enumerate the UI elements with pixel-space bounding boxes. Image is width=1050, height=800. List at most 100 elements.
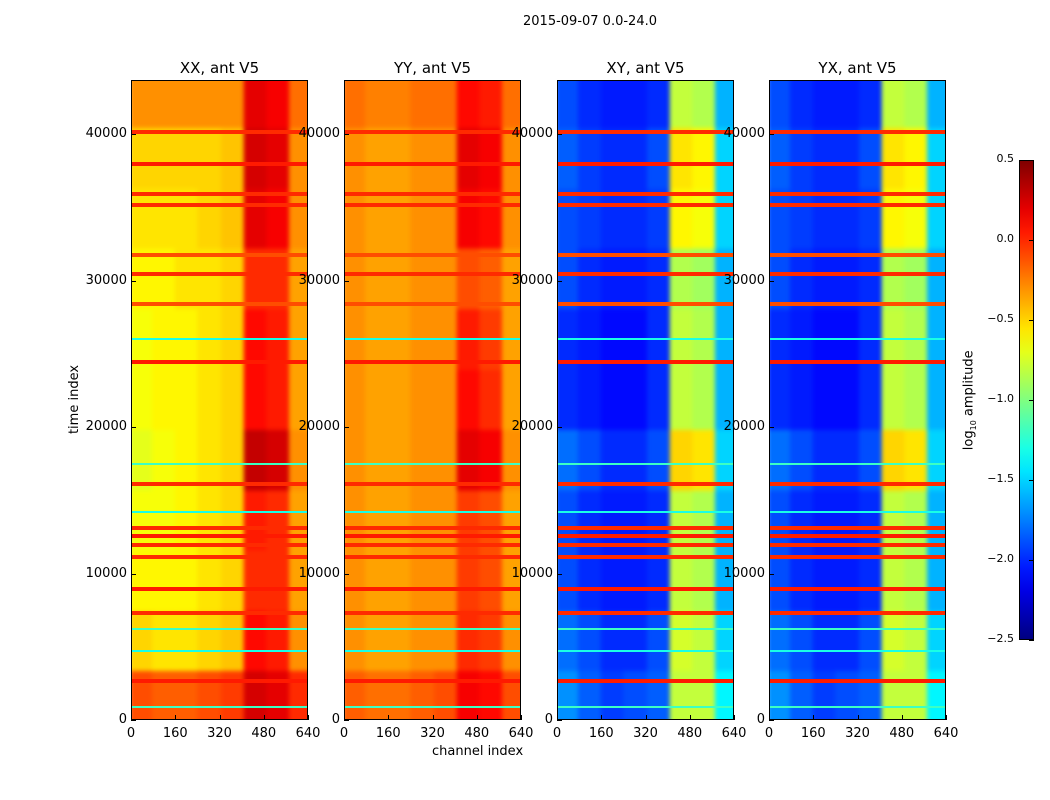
heatmap-cell xyxy=(790,489,814,551)
heatmap-cell xyxy=(669,609,694,672)
rfi-stripe xyxy=(558,650,733,653)
heatmap-cell xyxy=(345,609,367,672)
heatmap-cell xyxy=(456,187,481,249)
rfi-stripe xyxy=(132,543,307,548)
heatmap-cell xyxy=(692,428,716,491)
heatmap-cell xyxy=(812,368,837,430)
heatmap-cell xyxy=(132,609,154,672)
heatmap-cell xyxy=(243,428,268,491)
heatmap-cell xyxy=(646,81,671,129)
x-tick xyxy=(901,715,903,720)
y-tick-label: 10000 xyxy=(511,565,553,581)
heatmap-cell xyxy=(479,489,503,551)
heatmap-cell xyxy=(152,489,176,551)
heatmap-cell xyxy=(623,489,648,551)
heatmap-cell xyxy=(501,549,520,611)
heatmap-axes-0 xyxy=(131,80,308,720)
heatmap-cell xyxy=(578,247,602,310)
x-tick xyxy=(601,715,603,720)
heatmap-cell xyxy=(790,187,814,249)
heatmap-cell xyxy=(926,549,945,611)
rfi-stripe xyxy=(132,130,307,135)
x-tick-label: 0 xyxy=(126,726,136,741)
y-tick xyxy=(344,427,349,429)
heatmap-cell xyxy=(692,609,716,672)
heatmap-cell xyxy=(345,428,367,491)
heatmap-cell xyxy=(790,368,814,430)
heatmap-cell xyxy=(266,187,290,249)
rfi-stripe xyxy=(558,360,733,365)
rfi-stripe xyxy=(132,705,307,708)
heatmap-cell xyxy=(926,187,945,249)
heatmap-cell xyxy=(501,127,520,189)
heatmap-cell xyxy=(904,609,928,672)
rfi-stripe xyxy=(770,534,945,539)
heatmap-cell xyxy=(433,127,458,189)
y-tick-label: 0 xyxy=(544,712,553,727)
heatmap-cell xyxy=(858,609,883,672)
heatmap-cell xyxy=(174,489,199,551)
rfi-stripe xyxy=(132,534,307,539)
rfi-stripe xyxy=(132,462,307,465)
heatmap-cell xyxy=(266,549,290,611)
colorbar-tick-label: −0.5 xyxy=(987,312,1014,325)
heatmap-cell xyxy=(770,187,792,249)
heatmap-cell xyxy=(600,81,625,129)
heatmap-cell xyxy=(669,549,694,611)
x-tick xyxy=(432,715,434,720)
heatmap-cell xyxy=(790,428,814,491)
heatmap-cell xyxy=(790,549,814,611)
heatmap-cell xyxy=(669,247,694,310)
heatmap-cell xyxy=(410,489,435,551)
heatmap-cell xyxy=(387,609,412,672)
y-tick-label: 20000 xyxy=(298,419,340,435)
heatmap-cell xyxy=(790,127,814,189)
heatmap-cell xyxy=(623,127,648,189)
x-tick xyxy=(308,715,309,720)
heatmap-cell xyxy=(600,609,625,672)
heatmap-cell xyxy=(365,428,389,491)
heatmap-cell xyxy=(904,670,928,719)
heatmap-cell xyxy=(197,428,222,491)
y-tick-label: 10000 xyxy=(723,565,765,581)
rfi-stripe xyxy=(558,543,733,548)
y-tick-label: 30000 xyxy=(298,272,340,288)
rfi-stripe xyxy=(770,130,945,135)
heatmap-cell xyxy=(858,549,883,611)
heatmap-cell xyxy=(770,428,792,491)
rfi-stripe xyxy=(345,650,520,653)
heatmap-cell xyxy=(770,609,792,672)
colorbar-tick xyxy=(1029,560,1034,561)
heatmap-cell xyxy=(479,368,503,430)
rfi-stripe xyxy=(132,511,307,514)
heatmap-cell xyxy=(812,127,837,189)
heatmap-cell xyxy=(558,187,580,249)
heatmap-cell xyxy=(174,187,199,249)
heatmap-cell xyxy=(812,609,837,672)
heatmap-cell xyxy=(669,368,694,430)
colorbar-tick xyxy=(1029,160,1034,161)
heatmap-cell xyxy=(770,81,792,129)
heatmap-cell xyxy=(456,670,481,719)
y-tick-label: 0 xyxy=(756,712,765,727)
y-tick xyxy=(557,427,562,429)
heatmap-cells xyxy=(345,81,520,719)
rfi-stripe xyxy=(770,272,945,277)
heatmap-cell xyxy=(646,489,671,551)
heatmap-cell xyxy=(479,247,503,310)
rfi-stripe xyxy=(558,203,733,208)
rfi-stripe xyxy=(558,338,733,341)
heatmap-cell xyxy=(243,247,268,310)
heatmap-cell xyxy=(479,127,503,189)
heatmap-cell xyxy=(692,368,716,430)
heatmap-cell xyxy=(433,187,458,249)
heatmap-cell xyxy=(835,609,860,672)
heatmap-cell xyxy=(152,609,176,672)
heatmap-cell xyxy=(174,609,199,672)
heatmap-cell xyxy=(345,247,367,310)
rfi-stripe xyxy=(558,481,733,486)
rfi-stripe xyxy=(558,525,733,530)
colorbar-tick xyxy=(1029,640,1034,641)
x-tick-label: 480 xyxy=(889,726,915,741)
